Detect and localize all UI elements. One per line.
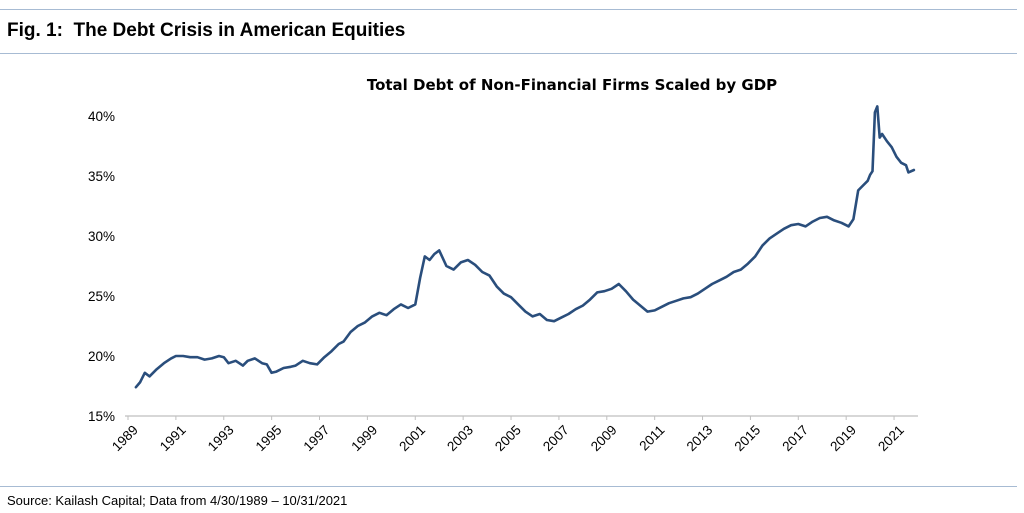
x-tick-label: 2015: [731, 422, 763, 454]
x-tick-label: 2009: [588, 422, 620, 454]
x-tick-label: 1993: [205, 422, 237, 454]
x-tick-label: 2013: [684, 422, 716, 454]
x-tick-label: 1997: [301, 422, 333, 454]
y-tick-label: 25%: [88, 289, 115, 304]
bottom-rule: [0, 486, 1017, 487]
x-tick-label: 2021: [875, 422, 907, 454]
x-tick-label: 2005: [492, 422, 524, 454]
x-tick-label: 1999: [348, 422, 380, 454]
x-tick-label: 2017: [779, 422, 811, 454]
x-tick-label: 1995: [253, 422, 285, 454]
chart-title: Total Debt of Non-Financial Firms Scaled…: [366, 76, 778, 94]
x-tick-label: 2001: [396, 422, 428, 454]
y-tick-label: 35%: [88, 169, 115, 184]
x-axis-ticks: 1989 1991 1993 1995 1997 1999 2001 2003 2005 2007…: [109, 416, 907, 454]
x-tick-label: 2019: [827, 422, 859, 454]
x-tick-label: 2007: [540, 422, 572, 454]
title-rule: [0, 53, 1017, 54]
y-tick-label: 20%: [88, 349, 115, 364]
series-line-debt-to-gdp: [134, 105, 916, 389]
y-tick-label: 30%: [88, 229, 115, 244]
x-tick-label: 1989: [109, 422, 141, 454]
source-note: Source: Kailash Capital; Data from 4/30/…: [7, 493, 348, 508]
y-tick-label: 15%: [88, 409, 115, 424]
x-tick-label: 2003: [444, 422, 476, 454]
y-axis-ticks: 15% 20% 25% 30% 35% 40%: [88, 109, 115, 424]
x-tick-label: 1991: [157, 422, 189, 454]
y-tick-label: 40%: [88, 109, 115, 124]
top-rule: [0, 9, 1017, 10]
x-tick-label: 2011: [636, 422, 667, 453]
figure-title: Fig. 1: The Debt Crisis in American Equi…: [7, 20, 406, 41]
